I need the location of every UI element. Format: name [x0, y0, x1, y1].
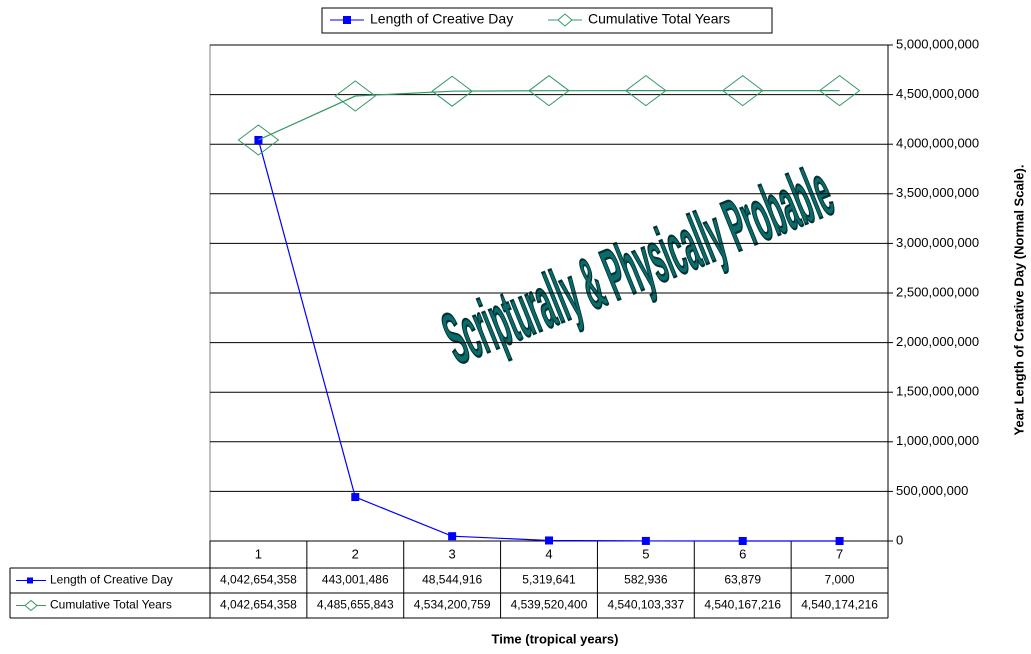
table-value: 4,540,174,216 [801, 598, 878, 612]
table-value: 7,000 [825, 573, 855, 587]
y-tick-label: 2,500,000,000 [896, 284, 979, 299]
table-legend-marker [27, 577, 33, 584]
x-tick-label: 7 [836, 546, 843, 561]
table-value: 4,042,654,358 [220, 573, 297, 587]
legend-label: Length of Creative Day [370, 11, 513, 27]
y-tick-label: 1,500,000,000 [896, 384, 979, 399]
table-value: 5,319,641 [522, 573, 576, 587]
x-axis-title: Time (tropical years) [492, 631, 619, 646]
legend-label: Cumulative Total Years [588, 11, 730, 27]
x-tick-label: 1 [255, 546, 262, 561]
x-tick-label: 3 [449, 546, 456, 561]
legend-marker [343, 16, 351, 24]
data-point [528, 75, 570, 107]
data-point [721, 74, 764, 107]
data-point [545, 536, 553, 545]
table-legend-label: Length of Creative Day [50, 573, 173, 587]
x-tick-label: 6 [739, 546, 746, 561]
data-point [818, 74, 861, 107]
x-tick-label: 4 [545, 546, 552, 561]
table-legend-marker [24, 599, 38, 612]
table-value: 4,540,167,216 [704, 598, 781, 612]
data-point [431, 75, 473, 107]
data-point [448, 532, 457, 541]
table-value: 582,936 [624, 573, 668, 587]
data-point [738, 536, 747, 545]
data-point [237, 124, 280, 156]
table-legend-label: Cumulative Total Years [50, 598, 172, 612]
y-tick-label: 500,000,000 [896, 483, 968, 498]
table-value: 443,001,486 [322, 573, 389, 587]
legend-box [321, 7, 773, 34]
table-value: 4,485,655,843 [317, 598, 394, 612]
x-tick-label: 2 [352, 546, 359, 561]
series-line [258, 90, 840, 141]
data-point [625, 74, 667, 107]
y-tick-label: 4,500,000,000 [896, 86, 979, 101]
table-value: 4,540,103,337 [607, 598, 684, 612]
table-value: 4,539,520,400 [511, 598, 588, 612]
y-tick-label: 3,500,000,000 [896, 185, 979, 200]
legend-marker [557, 13, 573, 27]
y-tick-label: 5,000,000,000 [896, 36, 979, 51]
y-tick-label: 3,000,000,000 [896, 235, 979, 250]
y-axis-title: Year Length of Creative Day (Normal Scal… [1011, 165, 1026, 436]
table-value: 63,879 [724, 573, 761, 587]
y-tick-label: 0 [896, 532, 903, 547]
data-point [334, 80, 377, 112]
table-value: 48,544,916 [422, 573, 482, 587]
x-tick-label: 5 [642, 546, 649, 561]
y-tick-label: 2,000,000,000 [896, 334, 979, 349]
data-point [351, 493, 360, 502]
data-point [835, 536, 844, 545]
table-value: 4,042,654,358 [220, 598, 297, 612]
y-tick-label: 1,000,000,000 [896, 433, 979, 448]
table-value: 4,534,200,759 [414, 598, 491, 612]
y-tick-label: 4,000,000,000 [896, 136, 979, 151]
data-point [641, 536, 650, 545]
